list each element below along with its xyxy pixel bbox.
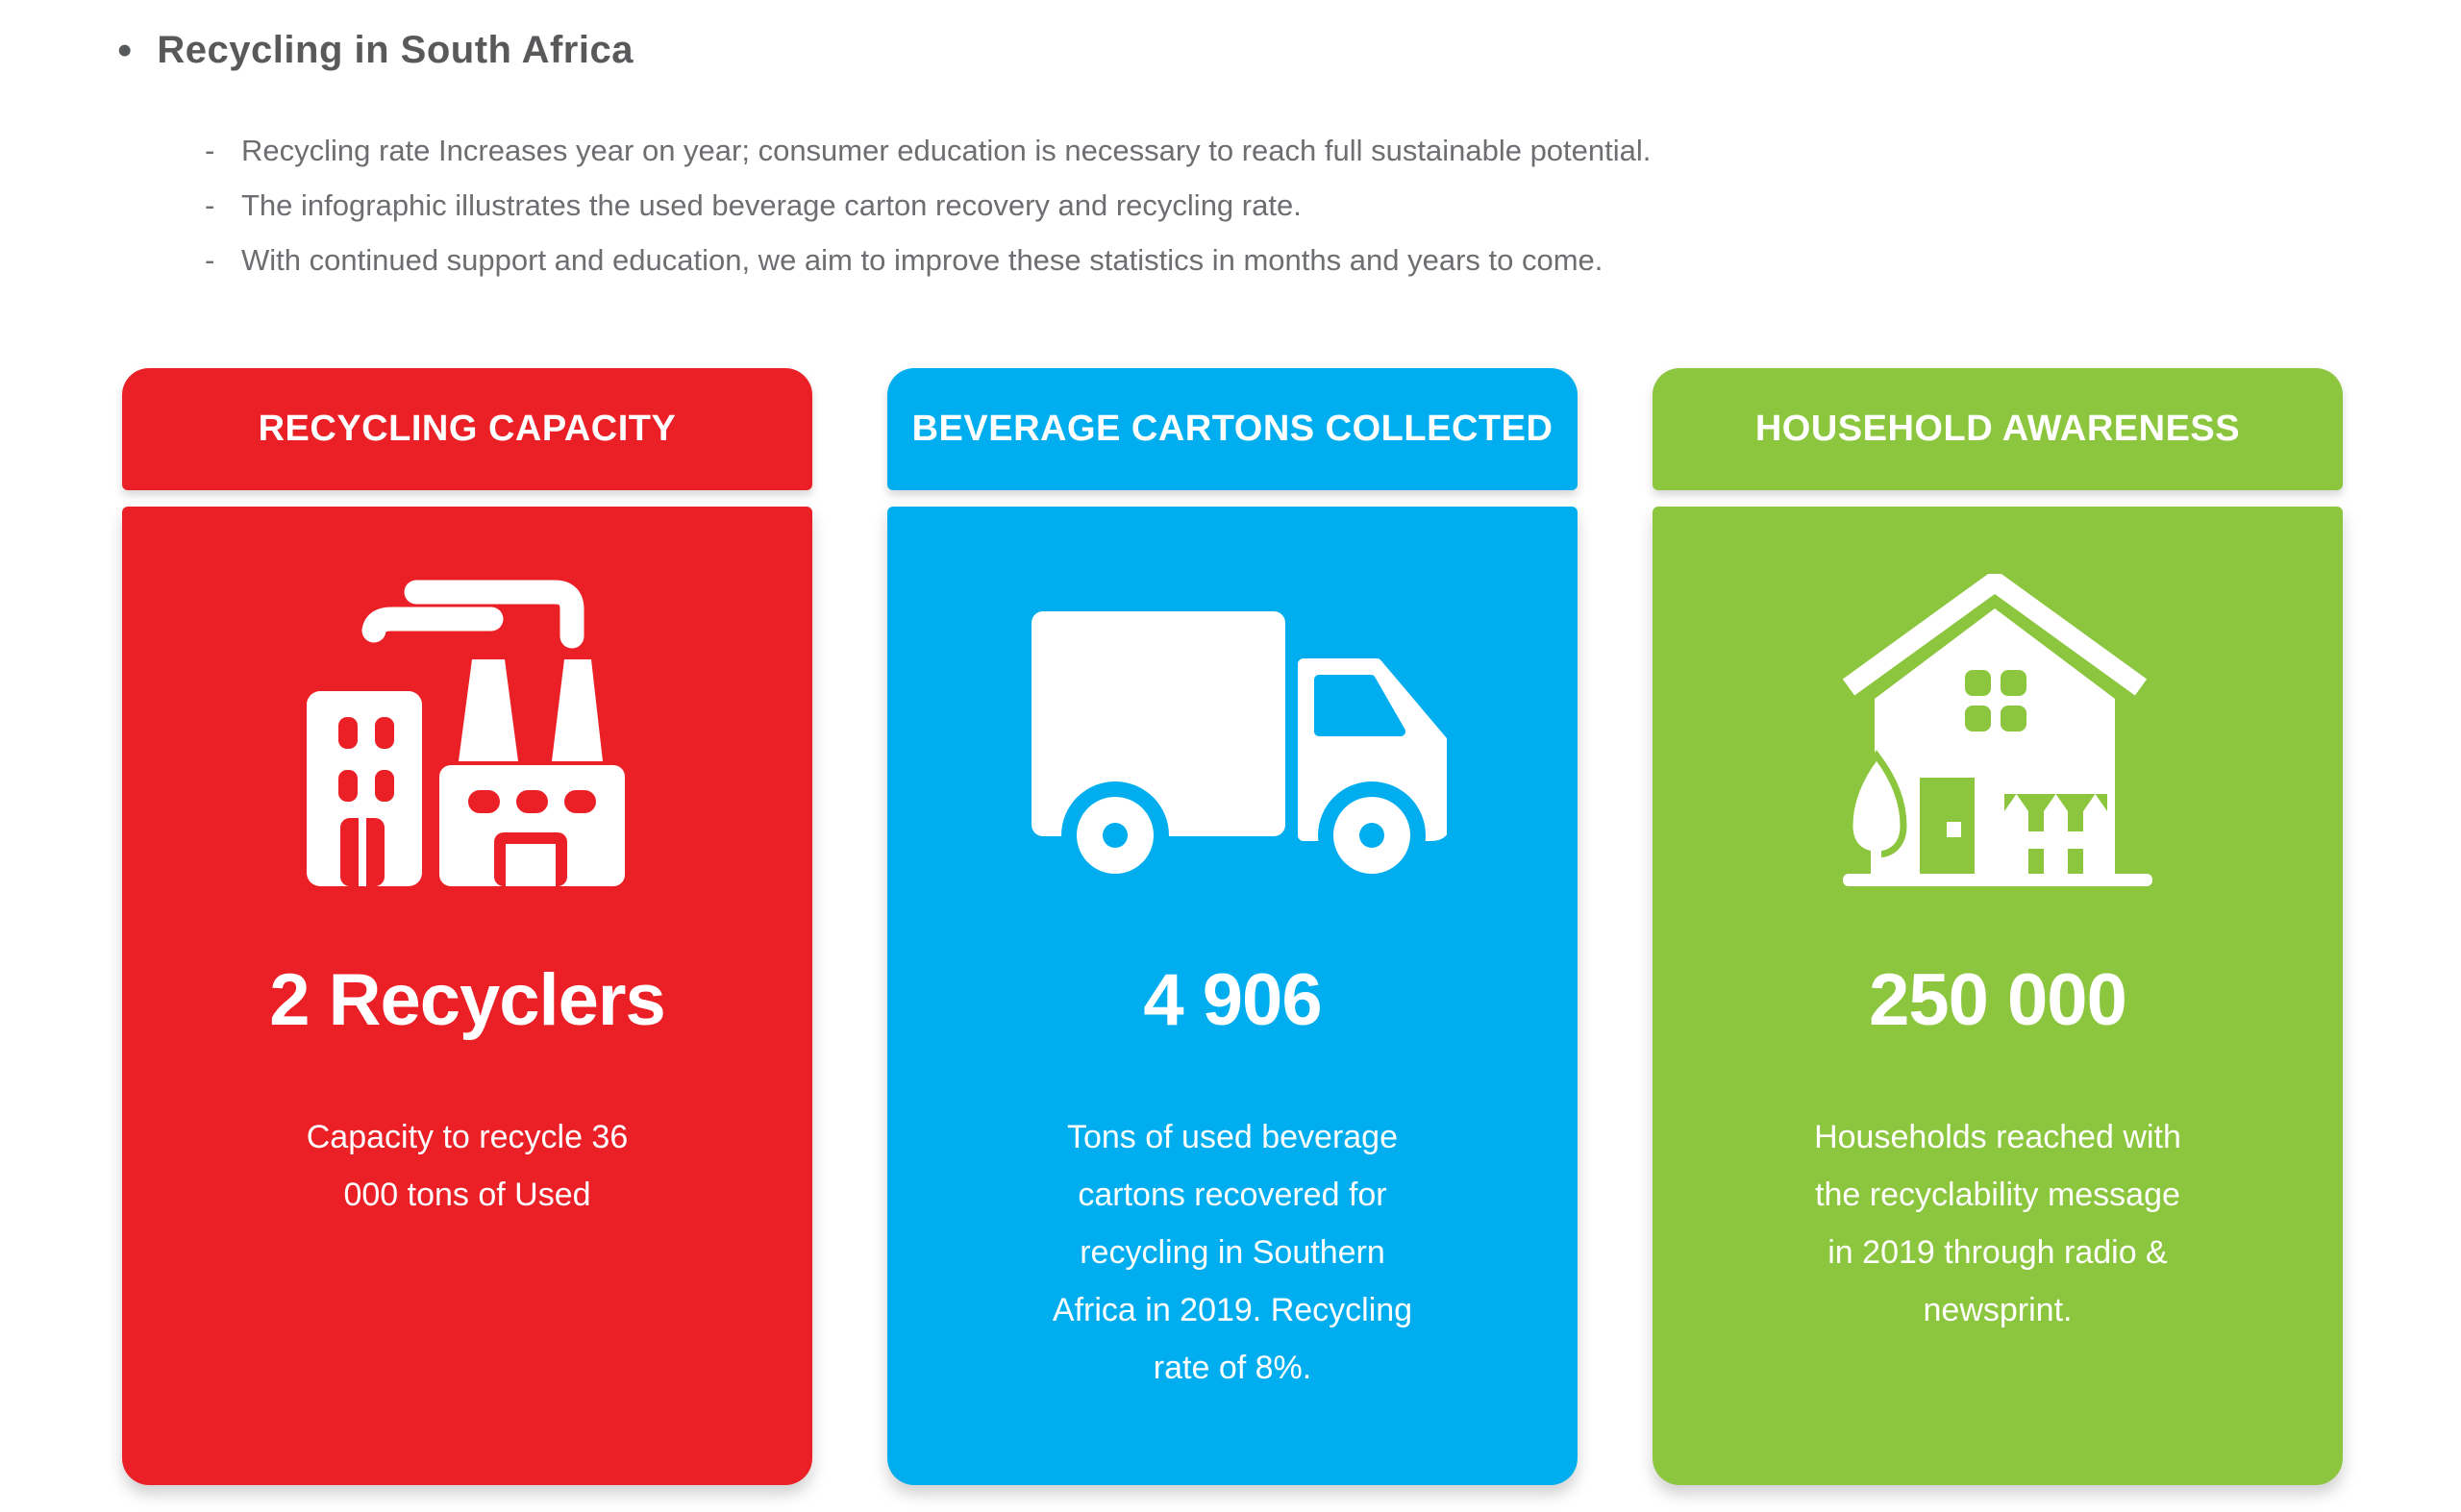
house-icon	[1843, 562, 2152, 897]
factory-icon	[306, 562, 629, 897]
stat-description-line: 000 tons of Used	[343, 1177, 591, 1213]
stat-description-line: newsprint.	[1923, 1292, 2073, 1328]
card-beverage-cartons-collected: BEVERAGE CARTONS COLLECTED	[887, 368, 1578, 1485]
page-title: Recycling in South Africa	[157, 29, 634, 71]
stat-description-line: Africa in 2019. Recycling	[1052, 1292, 1413, 1328]
card-header: BEVERAGE CARTONS COLLECTED	[887, 368, 1578, 490]
card-header-label: HOUSEHOLD AWARENESS	[1754, 409, 2241, 449]
stat-value: 4 906	[1143, 959, 1322, 1041]
stat-description-line: in 2019 through radio &	[1827, 1234, 2168, 1271]
card-household-awareness: HOUSEHOLD AWARENESS	[1653, 368, 2343, 1485]
dash-marker: -	[205, 243, 215, 277]
bullet-item: - The infographic illustrates the used b…	[205, 178, 1651, 233]
stat-value: 250 000	[1869, 959, 2127, 1041]
bullet-item: - Recycling rate Increases year on year;…	[205, 123, 1651, 178]
bullet-text: With continued support and education, we…	[241, 243, 1603, 277]
card-header-label: BEVERAGE CARTONS COLLECTED	[911, 409, 1554, 449]
stat-description-line: Tons of used beverage	[1066, 1119, 1399, 1155]
card-body: 250 000 Households reached with the recy…	[1653, 507, 2343, 1485]
bullet-list: - Recycling rate Increases year on year;…	[205, 123, 1651, 287]
dash-marker: -	[205, 188, 215, 222]
stat-value: 2 Recyclers	[269, 959, 666, 1041]
card-body: 4 906 Tons of used beverage cartons reco…	[887, 507, 1578, 1485]
slide-title-row: • Recycling in South Africa	[117, 29, 634, 72]
stat-description-line: rate of 8%.	[1153, 1350, 1312, 1386]
stat-cards: RECYCLING CAPACITY	[122, 368, 2343, 1485]
stat-description-line: Capacity to recycle 36	[306, 1119, 629, 1155]
truck-icon	[1019, 562, 1447, 897]
card-body: 2 Recyclers Capacity to recycle 36 000 t…	[122, 507, 812, 1485]
stat-description: Households reached with the recyclabilit…	[1814, 1108, 2181, 1339]
bullet-dot-icon: •	[117, 26, 133, 74]
stat-description-line: Households reached with	[1814, 1119, 2181, 1155]
stat-description-line: recycling in Southern	[1080, 1234, 1385, 1271]
stat-description-line: the recyclability message	[1815, 1177, 2180, 1213]
stat-description: Capacity to recycle 36 000 tons of Used	[307, 1108, 629, 1224]
card-header: RECYCLING CAPACITY	[122, 368, 812, 490]
card-recycling-capacity: RECYCLING CAPACITY	[122, 368, 812, 1485]
bullet-text: The infographic illustrates the used bev…	[241, 188, 1302, 222]
stat-description: Tons of used beverage cartons recovered …	[1053, 1108, 1412, 1397]
dash-marker: -	[205, 134, 215, 167]
card-header-label: RECYCLING CAPACITY	[258, 409, 677, 449]
bullet-item: - With continued support and education, …	[205, 233, 1651, 287]
card-header: HOUSEHOLD AWARENESS	[1653, 368, 2343, 490]
stat-description-line: cartons recovered for	[1078, 1177, 1387, 1213]
bullet-text: Recycling rate Increases year on year; c…	[241, 134, 1652, 167]
